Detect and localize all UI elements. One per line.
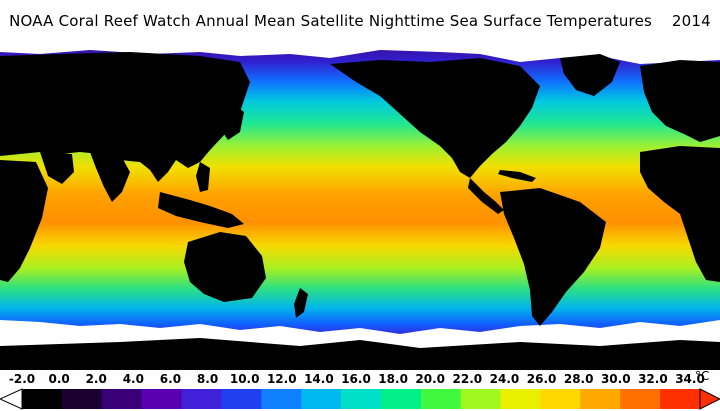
colorbar-tick-label: 10.0 [229,372,260,386]
africa-land [0,160,48,282]
colorbar-tick-label: 30.0 [600,372,631,386]
colorbar-min-arrow [0,388,23,410]
colorbar-tick-label: 20.0 [415,372,446,386]
colorbar-tick-label: 16.0 [341,372,371,386]
central-america-land [468,178,504,214]
colorbar-segment [101,389,143,409]
japan-land [224,106,244,140]
colorbar-segment [660,389,701,409]
colorbar-segment [420,389,462,409]
colorbar-tick-label: 34.0 [675,372,705,386]
south-america-land [500,188,606,326]
colorbar-segment [261,389,302,409]
antarctica-land [0,338,720,370]
colorbar-segment [580,389,621,409]
colorbar-tick-label: 32.0 [638,372,668,386]
colorbar-segment [341,389,382,409]
colorbar-tick-label: 28.0 [563,372,594,386]
colorbar-tick-labels: -2.0 0.0 2.0 4.0 6.0 8.0 10.0 12.0 14.0 16.0 18.0 2… [0,369,720,388]
colorbar-segment [460,389,502,409]
colorbar-tick-label: 4.0 [122,372,144,386]
colorbar-segment [141,389,183,409]
colorbar-tick-label: -2.0 [8,372,36,386]
colorbar-tick-label: 26.0 [526,372,557,386]
colorbar-tick-label: 12.0 [266,372,297,386]
philippines-land [196,162,210,192]
colorbar [0,388,720,410]
colorbar-tick-label: 14.0 [304,372,334,386]
colorbar-segment [181,389,222,409]
colorbar-tick-label: 2.0 [85,372,107,386]
colorbar-segment [380,389,422,409]
greenland-land [560,54,620,96]
europe-land [640,60,720,142]
colorbar-tick-label: 18.0 [378,372,408,386]
colorbar-tick-label: 22.0 [452,372,483,386]
indonesia-land [158,192,244,228]
colorbar-tick-label: 24.0 [489,372,520,386]
north-america-land [330,58,540,178]
india-land [90,152,130,202]
colorbar-segment [500,389,541,409]
colorbar-max-arrow [699,388,720,410]
eurasia-land [0,52,250,182]
new-zealand-land [294,288,308,318]
colorbar-segment [221,389,262,409]
sst-map [0,42,720,370]
colorbar-segment [301,389,342,409]
arctic-ice [0,42,720,64]
arabia-land [40,152,74,184]
map-title: NOAA Coral Reef Watch Annual Mean Satell… [9,12,711,30]
colorbar-segment [540,389,581,409]
colorbar-segment [620,389,661,409]
australia-land [184,232,266,302]
colorbar-segment [22,389,63,409]
west-africa-land [640,146,720,282]
colorbar-unit: °C [695,369,710,383]
colorbar-tick-label: 8.0 [196,372,219,386]
colorbar-tick-label: 6.0 [159,372,182,386]
colorbar-segment [61,389,103,409]
colorbar-tick-label: 0.0 [48,372,70,386]
caribbean-islands [498,170,536,182]
